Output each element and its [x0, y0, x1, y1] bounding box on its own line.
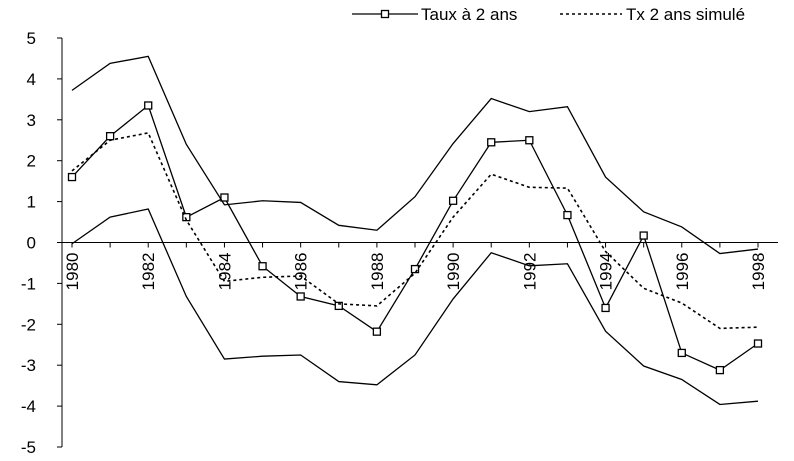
- data-point-marker: [105, 132, 115, 141]
- y-tick-label: -3: [21, 356, 36, 375]
- series-1: [71, 131, 759, 330]
- data-point-marker: [563, 210, 572, 220]
- series-line: [71, 208, 759, 406]
- y-axis: 5 4 3 2 1 0 -1 -2 -3 -4 -5: [21, 29, 63, 457]
- x-axis: 1980 1982 1984 1986 1988 1990 1992 1994 1996 1998: [62, 242, 778, 291]
- y-tick-label: 4: [27, 70, 36, 89]
- legend: Taux à 2 ans Tx 2 ans simulé: [352, 5, 745, 24]
- data-point-marker: [258, 262, 267, 271]
- y-tick-label: 0: [27, 234, 36, 253]
- y-tick-label: -1: [21, 274, 36, 293]
- data-point-marker: [601, 303, 610, 313]
- data-point-marker: [715, 365, 725, 375]
- x-tick-label: 1994: [597, 253, 616, 291]
- data-point-marker: [410, 264, 420, 274]
- legend-swatch-marker: [380, 9, 390, 19]
- y-tick-label: 3: [27, 111, 36, 130]
- data-point-marker: [334, 301, 343, 311]
- y-tick-label: 2: [27, 152, 36, 171]
- series-line: [71, 55, 759, 255]
- series-line: [71, 104, 759, 371]
- y-tick-label: 5: [27, 29, 36, 48]
- data-point-marker: [67, 172, 77, 182]
- x-tick-label: 1980: [63, 253, 82, 291]
- x-tick-label: 1996: [673, 253, 692, 291]
- data-point-marker: [220, 193, 229, 202]
- x-tick-label: 1988: [368, 253, 387, 291]
- series-line: [71, 131, 759, 330]
- data-point-marker: [448, 196, 458, 205]
- y-tick-label: 1: [27, 193, 36, 212]
- x-tick-label: 1990: [444, 253, 463, 291]
- data-point-marker: [296, 292, 305, 301]
- y-tick-label: -5: [21, 438, 36, 457]
- series-layer: [67, 55, 763, 406]
- data-point-marker: [525, 136, 534, 145]
- x-tick-label: 1982: [139, 253, 158, 291]
- x-tick-label: 1986: [292, 253, 311, 291]
- series-3: [71, 208, 759, 406]
- data-point-marker: [639, 231, 648, 240]
- data-point-marker: [753, 339, 763, 348]
- x-tick-label: 1992: [520, 253, 539, 291]
- data-point-marker: [677, 348, 686, 358]
- y-tick-label: -4: [21, 397, 36, 416]
- series-2: [71, 55, 759, 255]
- x-tick-label: 1998: [749, 253, 768, 291]
- legend-label: Tx 2 ans simulé: [626, 5, 745, 24]
- data-point-marker: [144, 101, 153, 110]
- series-0: [67, 101, 763, 375]
- data-point-marker: [182, 212, 191, 222]
- x-tick-label: 1984: [215, 253, 234, 291]
- y-tick-label: -2: [21, 315, 36, 334]
- legend-label: Taux à 2 ans: [421, 5, 517, 24]
- data-point-marker: [372, 327, 382, 336]
- data-point-marker: [487, 138, 496, 147]
